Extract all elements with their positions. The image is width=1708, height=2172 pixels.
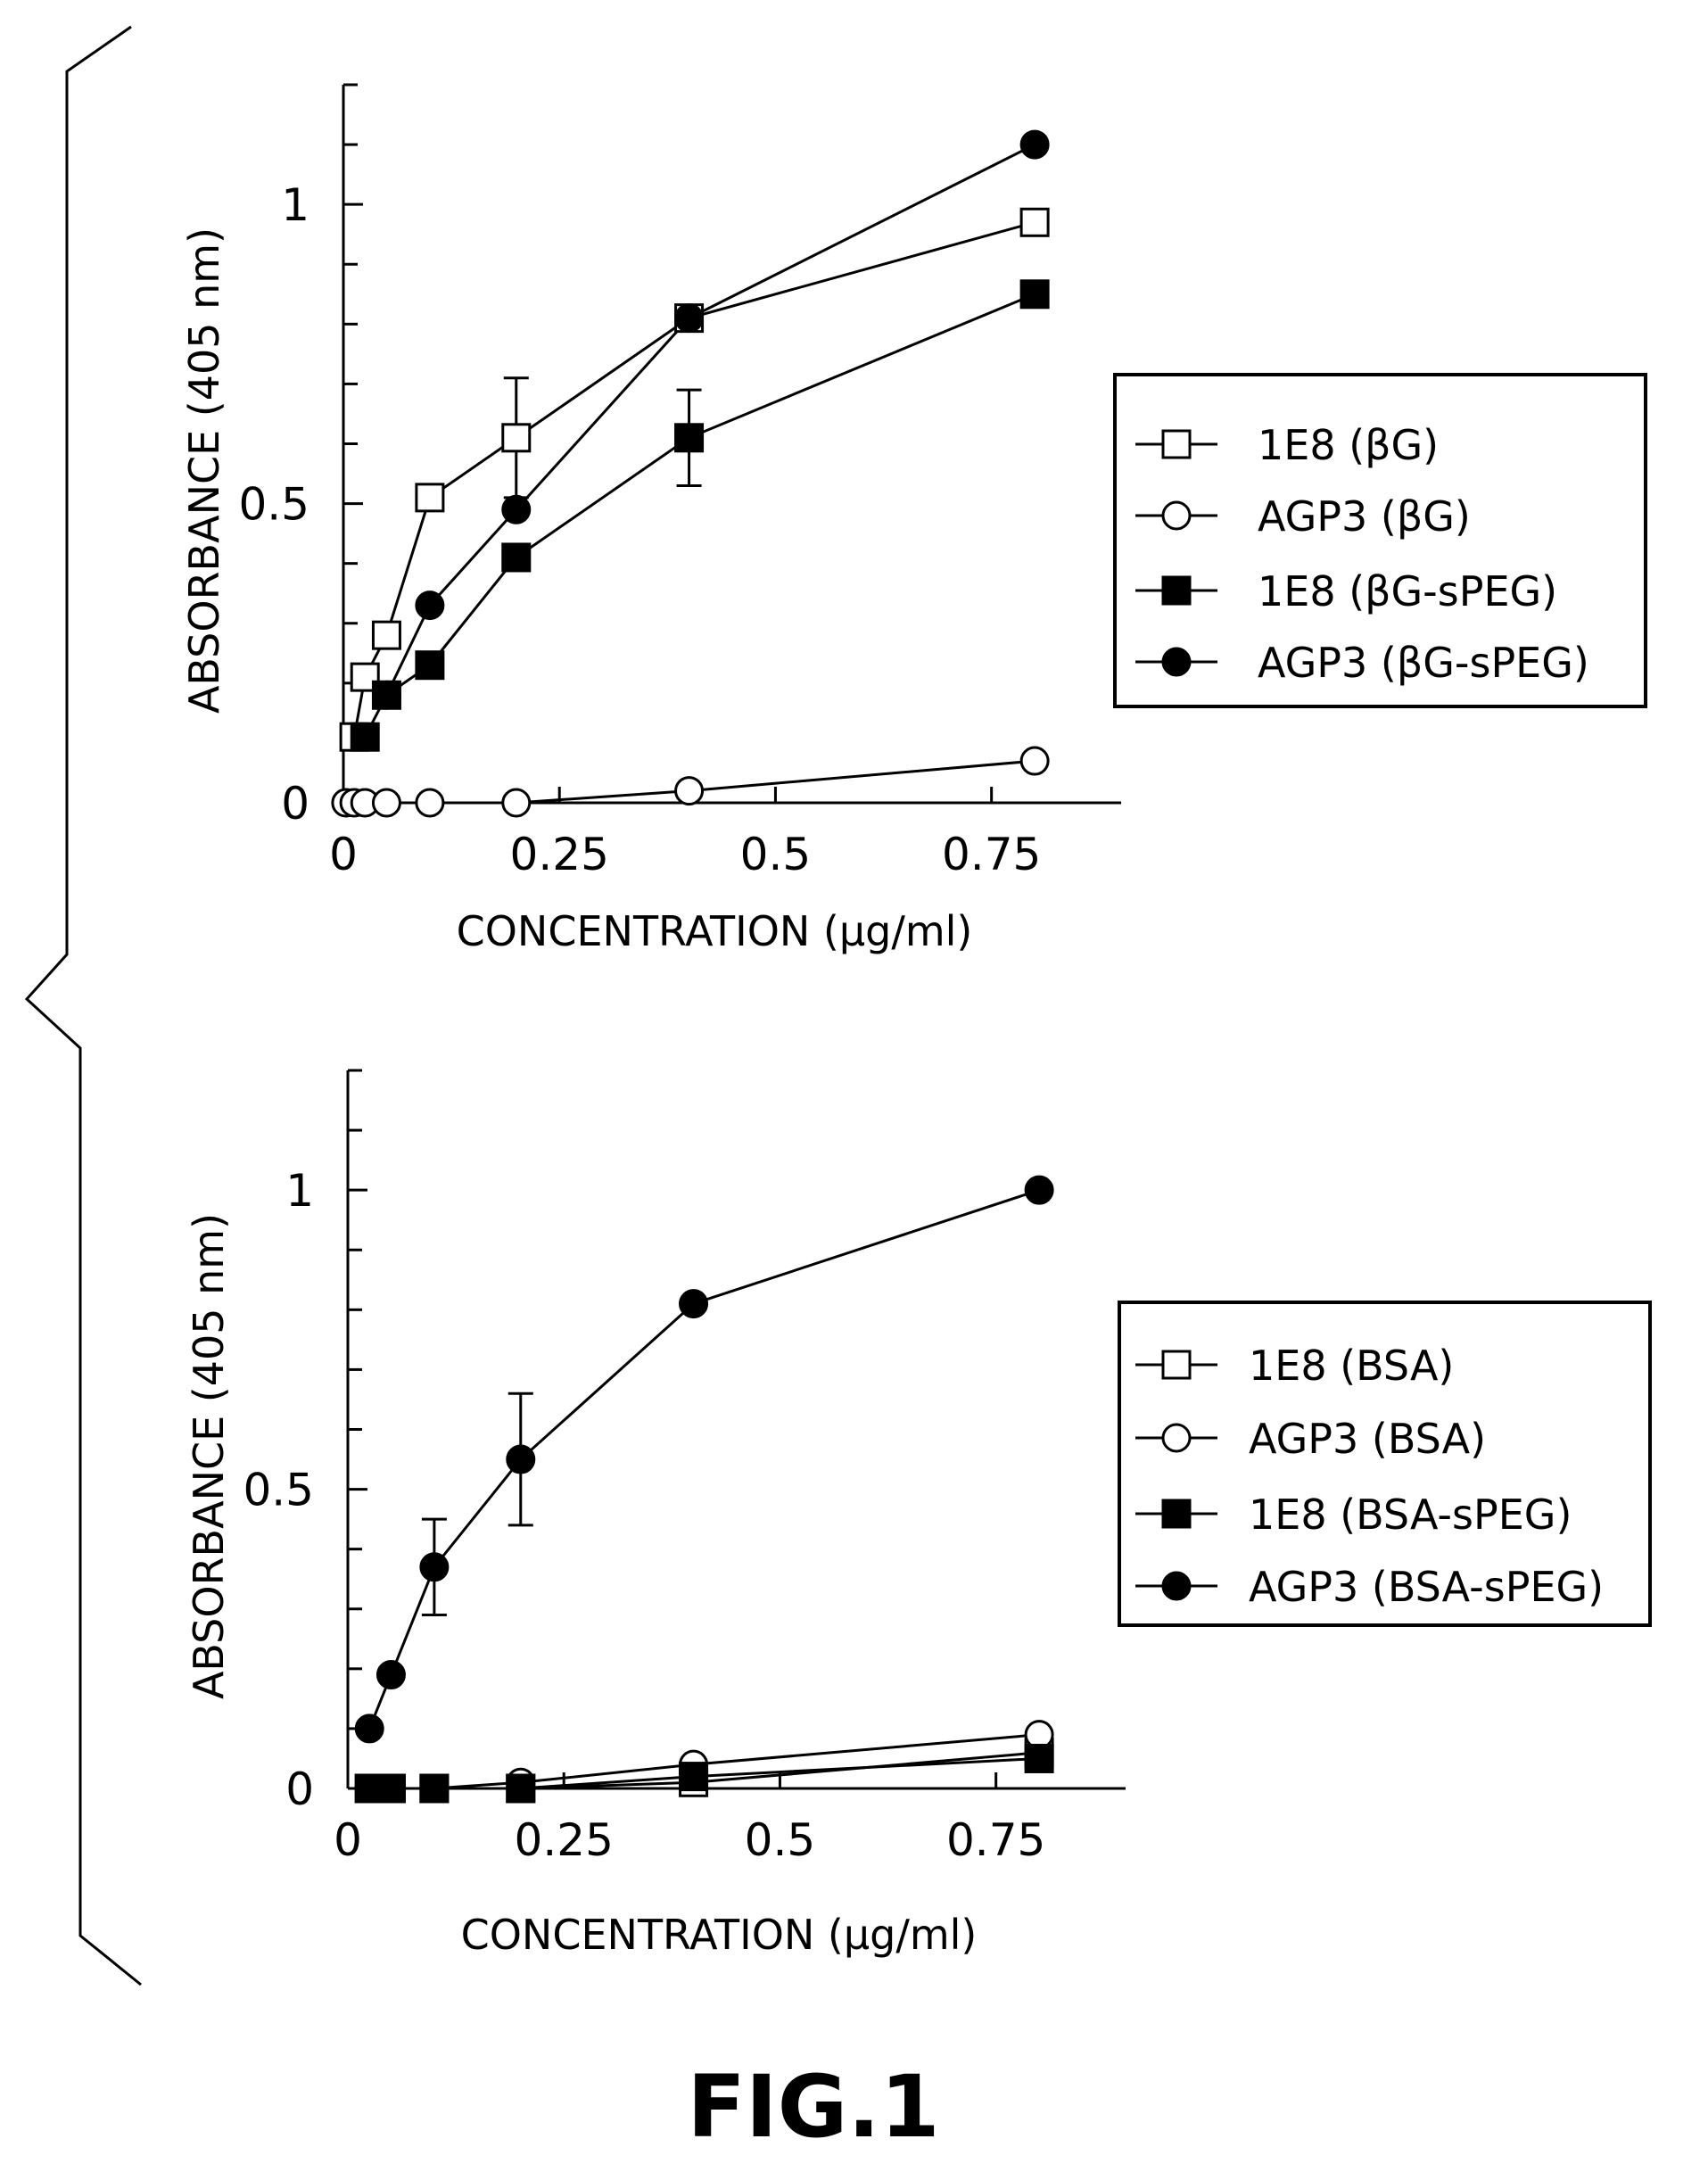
- y-tick-label: 1: [285, 1165, 314, 1217]
- data-point: [676, 305, 703, 332]
- y-axis-label: ABSORBANCE (405 nm): [185, 1213, 233, 1699]
- x-tick-label: 0: [334, 1814, 362, 1866]
- data-point: [351, 723, 378, 750]
- legend-marker: [1163, 502, 1190, 529]
- legend-marker: [1163, 648, 1190, 675]
- data-point: [373, 789, 400, 816]
- x-axis-label: CONCENTRATION (μg/ml): [457, 907, 973, 955]
- legend-label: 1E8 (βG-sPEG): [1258, 567, 1557, 615]
- data-point: [676, 778, 703, 805]
- data-point: [417, 592, 443, 619]
- legend-label: 1E8 (BSA): [1249, 1342, 1454, 1390]
- legend-marker: [1163, 577, 1190, 604]
- series-line: [365, 294, 1035, 737]
- x-tick-label: 0.25: [510, 829, 609, 880]
- data-point: [417, 484, 443, 511]
- data-point: [373, 681, 400, 708]
- legend-label: AGP3 (BSA-sPEG): [1249, 1563, 1604, 1611]
- data-point: [503, 789, 530, 816]
- grouping-brace: [27, 27, 141, 1985]
- data-point: [676, 425, 703, 451]
- data-point: [421, 1775, 448, 1802]
- data-point: [417, 789, 443, 816]
- legend-label: AGP3 (βG-sPEG): [1258, 639, 1589, 687]
- data-point: [1021, 747, 1048, 774]
- x-axis-label: CONCENTRATION (μg/ml): [461, 1911, 978, 1959]
- data-point: [681, 1763, 707, 1790]
- x-tick-label: 0.75: [946, 1814, 1045, 1866]
- legend-label: 1E8 (BSA-sPEG): [1249, 1491, 1572, 1539]
- legend-marker: [1163, 1425, 1190, 1451]
- x-tick-label: 0: [329, 829, 358, 880]
- y-tick-label: 0: [285, 1763, 314, 1815]
- legend-marker: [1163, 1573, 1190, 1599]
- figure-caption: FIG.1: [687, 2057, 939, 2157]
- y-tick-label: 0.5: [243, 1465, 314, 1516]
- x-tick-label: 0.25: [515, 1814, 614, 1866]
- panel-top: 0 0.5 1 0 0.25 0.5 0.75 CONCENTRATION (μg/ml) AB…: [180, 85, 1646, 955]
- data-point: [507, 1446, 534, 1473]
- data-point: [503, 496, 530, 523]
- y-tick-label: 0: [281, 778, 309, 830]
- data-point: [503, 425, 530, 451]
- series-line: [369, 1190, 1039, 1729]
- y-tick-label: 1: [281, 179, 309, 231]
- figure: 0 0.5 1 0 0.25 0.5 0.75 CONCENTRATION (μg/ml) AB…: [0, 0, 1708, 2172]
- data-point: [373, 622, 400, 648]
- series-line: [386, 145, 1035, 695]
- legend-label: AGP3 (BSA): [1249, 1415, 1486, 1463]
- y-tick-label: 0.5: [238, 479, 309, 531]
- x-tick-label: 0.75: [942, 829, 1041, 880]
- data-point: [1021, 131, 1048, 158]
- panel-bottom: 0 0.5 1 0 0.25 0.5 0.75 CONCENTRATION (μg/ml) AB…: [185, 1070, 1650, 1959]
- legend-marker: [1163, 1500, 1190, 1527]
- y-axis-label: ABSORBANCE (405 nm): [180, 227, 228, 714]
- legend-marker: [1163, 431, 1190, 458]
- legend-marker: [1163, 1351, 1190, 1378]
- data-point: [1021, 209, 1048, 235]
- data-point: [417, 652, 443, 679]
- data-point: [421, 1554, 448, 1581]
- x-tick-label: 0.5: [740, 829, 812, 880]
- x-tick-label: 0.5: [745, 1814, 816, 1866]
- data-point: [1026, 1177, 1052, 1203]
- legend-label: AGP3 (βG): [1258, 492, 1471, 541]
- data-point: [503, 544, 530, 571]
- series-line: [354, 222, 1035, 737]
- data-point: [377, 1775, 404, 1802]
- data-point: [1026, 1745, 1052, 1771]
- data-point: [1021, 281, 1048, 308]
- data-point: [507, 1775, 534, 1802]
- data-point: [681, 1291, 707, 1317]
- data-point: [377, 1662, 404, 1689]
- data-point: [356, 1715, 383, 1742]
- legend-label: 1E8 (βG): [1258, 421, 1439, 469]
